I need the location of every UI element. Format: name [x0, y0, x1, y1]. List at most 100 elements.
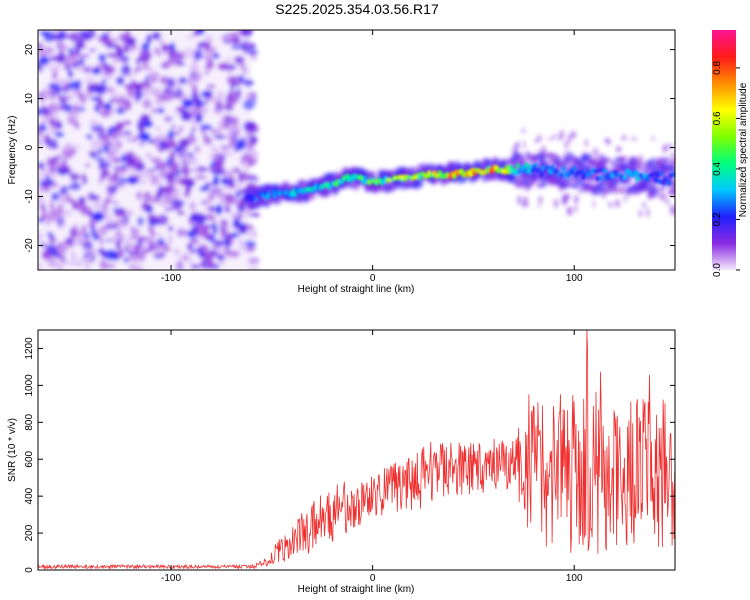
snr-y-tick-label: 800 [24, 414, 35, 431]
heatmap-noise-cell [234, 78, 241, 84]
heatmap-track-halo-cell [590, 158, 598, 165]
heatmap-noise-cell [108, 155, 114, 165]
heatmap-noise-cell [173, 248, 180, 255]
heatmap-noise-cell [107, 85, 114, 95]
heatmap-noise-cell [43, 133, 51, 143]
heatmap-track-halo-cell [609, 185, 615, 193]
heatmap-noise-cell [69, 181, 82, 191]
heatmap-noise-cell [179, 76, 186, 85]
heatmap-noise-cell [171, 124, 177, 129]
heatmap-noise-cell [97, 247, 106, 254]
heatmap-track-halo-cell [621, 135, 627, 140]
heatmap-track-cell [573, 173, 579, 178]
heatmap-noise-cell [38, 184, 44, 194]
heatmap-noise-cell [82, 66, 92, 73]
heatmap-noise-cell [112, 207, 123, 212]
snr-y-tick-label: 600 [24, 450, 35, 467]
heatmap-track-halo-cell [641, 202, 647, 208]
heatmap-noise-cell [221, 185, 232, 190]
heatmap-track-cell [593, 169, 599, 174]
heatmap-noise-cell [80, 173, 87, 181]
heatmap-noise-cell [97, 98, 104, 109]
heatmap-noise-cell [88, 48, 97, 53]
heatmap-noise-cell [194, 99, 204, 108]
heatmap-noise-cell [72, 101, 82, 109]
heatmap-noise-cell [120, 214, 130, 226]
heatmap-noise-cell [105, 218, 116, 224]
heatmap-noise-cell [203, 100, 209, 105]
heatmap-noise-cell [89, 139, 102, 149]
heatmap-noise-cell [118, 33, 127, 42]
heatmap-track-halo-cell [635, 163, 639, 169]
heatmap-noise-cell [130, 225, 137, 235]
heatmap-noise-cell [227, 64, 237, 70]
heatmap-noise-cell [210, 128, 221, 136]
heatmap-track-halo-cell [652, 189, 657, 199]
heatmap-noise-cell [230, 45, 244, 50]
heatmap-track-cell [579, 169, 584, 175]
heatmap-track-cell [515, 163, 521, 168]
heatmap-noise-cell [64, 82, 70, 94]
heatmap-noise-cell [38, 161, 45, 170]
heatmap-noise-cell [64, 30, 70, 36]
heatmap-noise-cell [200, 90, 213, 98]
heatmap-noise-cell [137, 179, 149, 186]
heatmap-noise-cell [242, 162, 250, 172]
heatmap-noise-cell [38, 56, 50, 64]
heatmap-noise-cell [85, 133, 94, 140]
heatmap-noise-cell [74, 120, 80, 130]
heatmap-noise-cell [230, 212, 238, 220]
heatmap-noise-cell [138, 125, 145, 134]
heatmap-noise-cell [165, 140, 177, 149]
heatmap-noise-cell [103, 143, 109, 150]
heatmap-noise-cell [48, 235, 57, 244]
colorbar-tick-label: 0.0 [712, 263, 723, 277]
heatmap-track-cell [572, 166, 577, 172]
heatmap-track-halo-cell [553, 198, 559, 209]
heatmap-noise-cell [151, 107, 158, 114]
heatmap-noise-cell [116, 231, 121, 236]
heatmap-noise-cell [104, 263, 116, 269]
heatmap-noise-cell [151, 31, 162, 41]
heatmap-noise-cell [46, 113, 59, 123]
heatmap-noise-cell [244, 136, 251, 144]
heatmap-noise-cell [124, 64, 130, 73]
heatmap-noise-cell [49, 89, 61, 96]
heatmap-noise-cell [189, 212, 198, 222]
heatmap-noise-cell [145, 33, 152, 45]
heatmap-noise-cell [203, 167, 217, 172]
heatmap-noise-cell [159, 202, 164, 206]
heatmap-noise-cell [207, 261, 216, 270]
heatmap-noise-cell [42, 182, 50, 193]
heatmap-track-halo-cell [623, 195, 628, 202]
heatmap-y-axis-label: Frequency (Hz) [7, 116, 18, 185]
heatmap-noise-cell [110, 189, 115, 194]
heatmap-track-halo-cell [593, 154, 599, 160]
heatmap-track-halo-cell [604, 138, 609, 143]
heatmap-noise-cell [235, 138, 247, 151]
heatmap-noise-cell [213, 166, 224, 171]
heatmap-noise-cell [219, 231, 232, 239]
heatmap-track-halo-cell [670, 158, 675, 167]
heatmap-noise-cell [123, 130, 132, 136]
heatmap-track-cell [526, 168, 532, 174]
heatmap-noise-cell [100, 79, 107, 84]
heatmap-noise-cell [225, 106, 232, 111]
heatmap-noise-cell [140, 86, 152, 97]
heatmap-noise-cell [105, 65, 116, 75]
heatmap-noise-cell [172, 113, 178, 118]
heatmap-noise-cell [161, 61, 170, 70]
heatmap-noise-cell [234, 55, 245, 65]
heatmap-noise-cell [251, 90, 257, 98]
heatmap-noise-cell [63, 142, 74, 153]
heatmap-noise-cell [212, 53, 221, 59]
heatmap-noise-cell [105, 43, 119, 49]
heatmap-noise-cell [59, 165, 72, 174]
heatmap-noise-cell [38, 208, 49, 213]
heatmap-track-halo-cell [521, 127, 526, 134]
heatmap-noise-cell [229, 182, 235, 190]
heatmap-track-halo-cell [617, 185, 628, 194]
heatmap-noise-cell [41, 249, 50, 260]
heatmap-noise-cell [182, 166, 190, 178]
